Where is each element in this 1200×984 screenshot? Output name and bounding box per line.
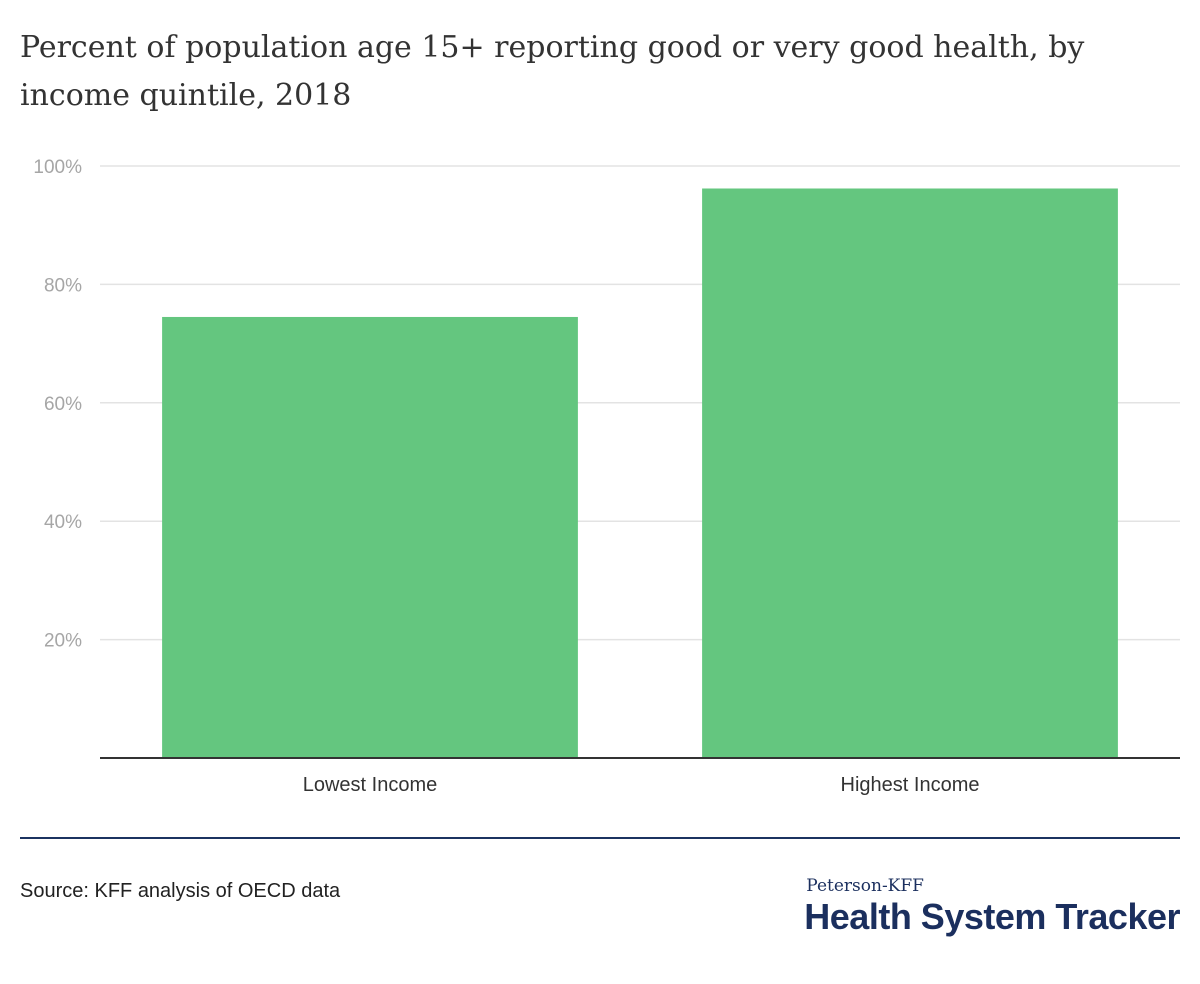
chart-title: Percent of population age 15+ reporting … (20, 30, 1085, 113)
tracker-logo: Peterson-KFF Health System Tracker (804, 876, 1180, 938)
bar-chart: 20% 40% 60% 80% 100% Lowest Income Highest In… (33, 157, 1180, 796)
y-tick-label: 100% (33, 157, 82, 178)
y-axis-ticks: 20% 40% 60% 80% 100% (33, 157, 82, 652)
x-tick-label: Lowest Income (303, 774, 438, 796)
y-tick-label: 20% (44, 631, 82, 652)
x-axis-ticks: Lowest Income Highest Income (303, 774, 980, 796)
bar-highest-income (702, 188, 1118, 759)
source-note: Source: KFF analysis of OECD data (20, 880, 341, 902)
footer-divider (20, 837, 1180, 839)
logo-product-name: Health System Tracker (804, 896, 1180, 937)
bars (162, 188, 1118, 759)
bar-lowest-income (162, 316, 578, 758)
x-tick-label: Highest Income (841, 774, 980, 796)
y-tick-label: 80% (44, 275, 82, 296)
y-tick-label: 40% (44, 512, 82, 533)
y-tick-label: 60% (44, 394, 82, 415)
logo-org-name: Peterson-KFF (806, 876, 924, 896)
